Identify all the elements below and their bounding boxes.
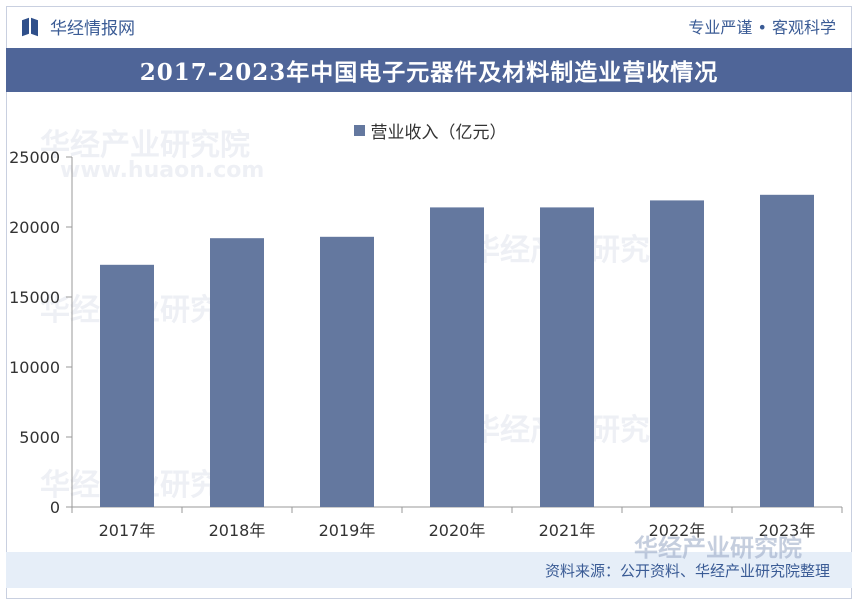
x-tick-label: 2018年	[209, 521, 266, 540]
watermark-corner: 华经产业研究院	[634, 534, 802, 562]
bar	[540, 207, 594, 507]
y-tick-label: 10000	[9, 358, 60, 377]
x-tick-label: 2019年	[319, 521, 376, 540]
x-tick-label: 2023年	[759, 521, 816, 540]
x-tick-label: 2022年	[649, 521, 706, 540]
bar	[320, 236, 374, 508]
x-tick-label: 2020年	[429, 521, 486, 540]
chart-title: 2017-2023年中国电子元器件及材料制造业营收情况	[139, 59, 719, 86]
legend-label: 营业收入（亿元）	[370, 123, 507, 143]
legend: 营业收入（亿元）	[0, 118, 860, 143]
x-tick-label: 2017年	[99, 521, 156, 540]
top-bar: 华经情报网 专业严谨 • 客观科学	[6, 6, 852, 46]
footer: 资料来源：公开资料、华经产业研究院整理	[6, 552, 852, 588]
bar	[100, 264, 154, 507]
y-tick-label: 20000	[9, 218, 60, 237]
brand-name: 华经情报网	[50, 18, 135, 39]
y-tick-label: 25000	[9, 148, 60, 167]
y-tick-label: 5000	[19, 428, 60, 447]
legend-swatch	[353, 125, 365, 136]
source-note: 资料来源：公开资料、华经产业研究院整理	[544, 561, 830, 580]
brand[interactable]: 华经情报网	[22, 14, 135, 39]
y-tick-label: 0	[50, 498, 60, 517]
bar	[210, 238, 264, 507]
bar	[430, 207, 484, 507]
bar	[760, 194, 814, 508]
bar	[650, 200, 704, 507]
slogan: 专业严谨 • 客观科学	[688, 18, 836, 37]
y-tick-label: 15000	[9, 288, 60, 307]
x-tick-label: 2021年	[539, 521, 596, 540]
title-band: 2017-2023年中国电子元器件及材料制造业营收情况	[6, 48, 852, 92]
